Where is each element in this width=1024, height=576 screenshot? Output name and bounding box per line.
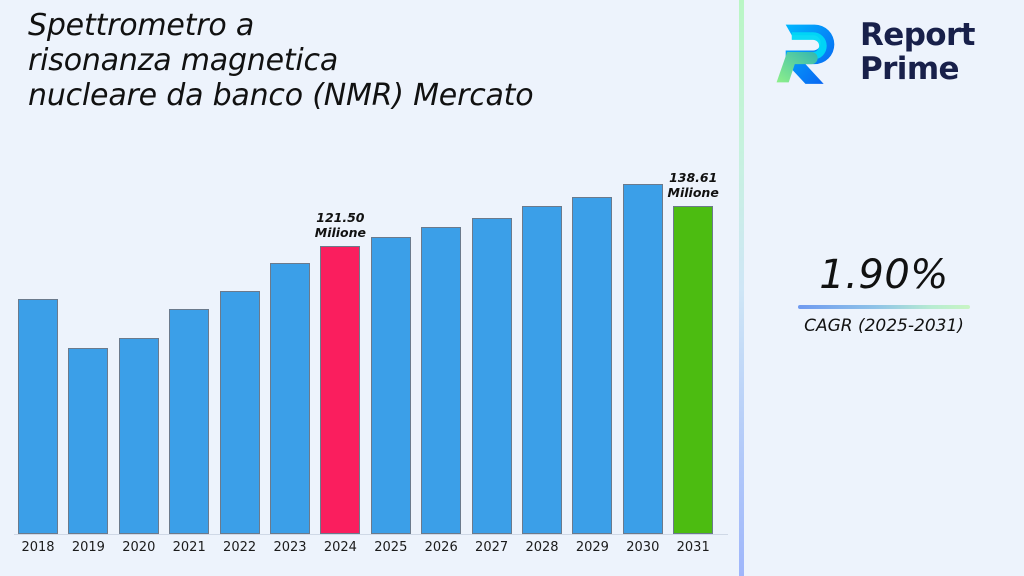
x-tick-2019: 2019 (71, 540, 105, 555)
x-tick-2020: 2020 (122, 540, 156, 555)
brand-panel: Report Prime 1.90% CAGR (2025-2031) (744, 0, 1024, 576)
x-tick-2024: 2024 (323, 540, 357, 555)
bar-2022 (219, 290, 260, 534)
bar-label-2024: 121.50 Milione (314, 210, 367, 241)
chart-title: Spettrometro a risonanza magnetica nucle… (28, 8, 534, 113)
cagr-value: 1.90% (819, 252, 949, 298)
bar-2018 (18, 299, 58, 534)
report-prime-logo-icon (772, 14, 848, 90)
x-tick-2028: 2028 (525, 540, 559, 555)
bar-2026 (421, 227, 462, 534)
x-tick-2025: 2025 (374, 540, 408, 555)
x-axis-line (14, 534, 728, 535)
bar-2029 (572, 197, 613, 534)
x-tick-2026: 2026 (424, 540, 458, 555)
x-tick-2023: 2023 (273, 540, 307, 555)
bar-2027 (471, 217, 512, 534)
cagr-block: 1.90% CAGR (2025-2031) (744, 252, 1024, 337)
x-tick-2027: 2027 (475, 540, 509, 555)
brand-wordmark-line2: Prime (860, 51, 960, 87)
cagr-divider (798, 305, 970, 309)
panel-divider (739, 0, 744, 576)
brand-wordmark: Report Prime (860, 18, 975, 86)
bar-2020 (118, 338, 159, 534)
bar-2030 (622, 183, 663, 534)
x-tick-2021: 2021 (172, 540, 206, 555)
bar-2021 (169, 309, 210, 534)
plot-area: 2018 2019 2020 2021 2022 2023 2024 121.50 Milio… (14, 169, 728, 555)
brand-logo: Report Prime (772, 14, 975, 90)
bar-label-2031: 138.61 Milione (667, 169, 719, 200)
x-tick-2018: 2018 (21, 540, 55, 555)
bar-2028 (522, 205, 562, 534)
bar-2031 (673, 205, 714, 534)
x-tick-2030: 2030 (626, 540, 660, 555)
bar-2019 (68, 348, 109, 534)
x-tick-2029: 2029 (575, 540, 609, 555)
cagr-caption: CAGR (2025-2031) (804, 316, 964, 336)
chart-panel: Spettrometro a risonanza magnetica nucle… (14, 8, 728, 555)
brand-wordmark-line1: Report (860, 17, 975, 53)
bar-2025 (370, 237, 411, 534)
bar-2023 (270, 262, 310, 534)
bar-2024 (320, 246, 361, 534)
x-tick-2022: 2022 (223, 540, 257, 555)
x-tick-2031: 2031 (676, 540, 710, 555)
